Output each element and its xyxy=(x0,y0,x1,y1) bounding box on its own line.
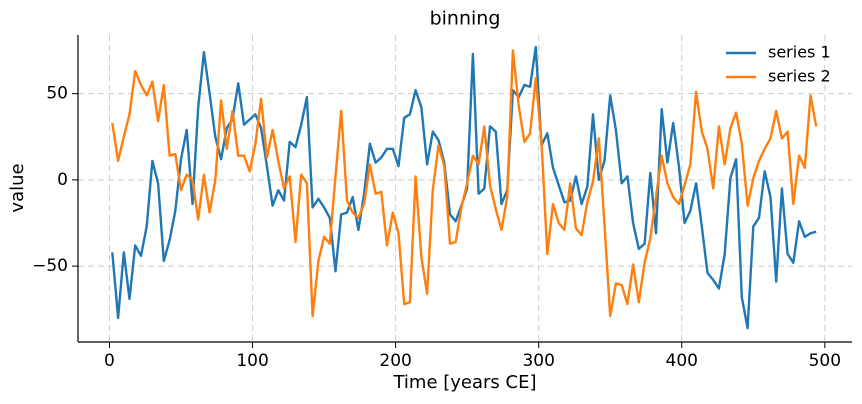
y-axis-label: value xyxy=(7,163,28,212)
y-tick-label: −50 xyxy=(32,256,68,276)
x-tick-label: 100 xyxy=(236,351,268,371)
chart-title: binning xyxy=(430,8,501,30)
x-axis-label: Time [years CE] xyxy=(392,372,536,393)
x-tick-label: 0 xyxy=(104,351,115,371)
x-tick-label: 500 xyxy=(809,351,841,371)
series-line xyxy=(111,45,817,330)
x-tick-label: 200 xyxy=(379,351,411,371)
y-tick-label: 0 xyxy=(57,170,68,190)
legend-label: series 2 xyxy=(768,67,831,86)
series-line xyxy=(111,49,818,318)
legend-label: series 1 xyxy=(768,43,831,62)
x-tick-label: 400 xyxy=(666,351,698,371)
x-tick-label: 300 xyxy=(522,351,554,371)
y-tick-label: 50 xyxy=(46,84,68,104)
